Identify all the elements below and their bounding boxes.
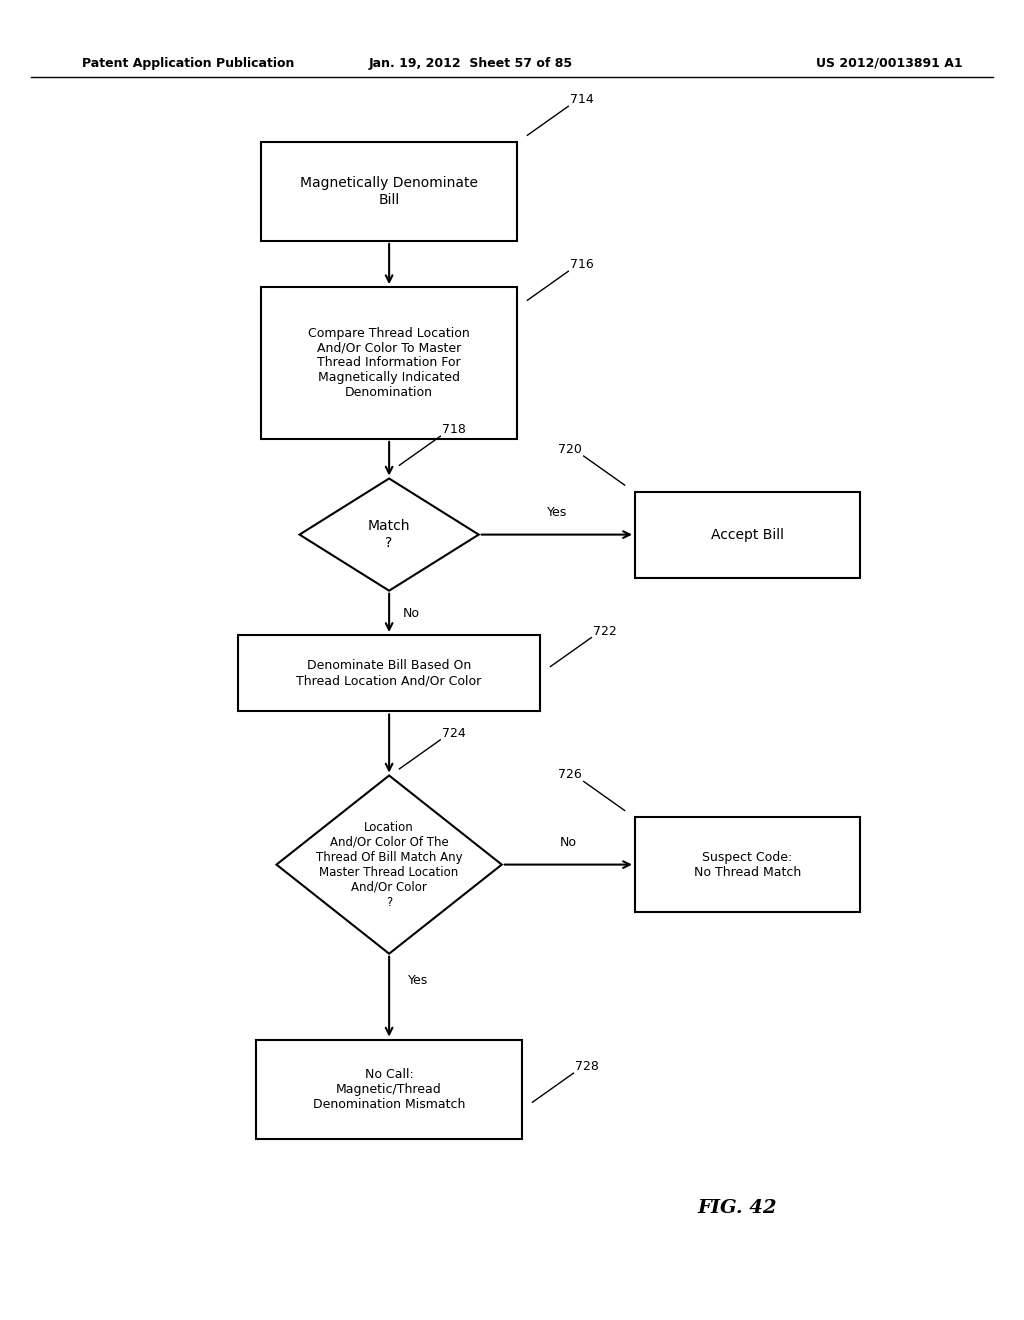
Text: Yes: Yes [547,506,567,519]
Text: 726: 726 [558,768,582,781]
Text: 728: 728 [575,1060,599,1073]
Text: 722: 722 [594,624,617,638]
Text: US 2012/0013891 A1: US 2012/0013891 A1 [816,57,963,70]
Bar [635,492,860,578]
Bar [256,1040,522,1138]
Text: Accept Bill: Accept Bill [711,528,784,541]
Bar [238,635,541,711]
Text: Jan. 19, 2012  Sheet 57 of 85: Jan. 19, 2012 Sheet 57 of 85 [369,57,573,70]
Text: Suspect Code:
No Thread Match: Suspect Code: No Thread Match [694,850,801,879]
Bar [635,817,860,912]
Text: Compare Thread Location
And/Or Color To Master
Thread Information For
Magnetical: Compare Thread Location And/Or Color To … [308,326,470,400]
Text: No: No [560,836,577,849]
Bar [261,143,517,242]
Text: 716: 716 [570,259,594,272]
Polygon shape [276,776,502,953]
Text: 714: 714 [570,94,594,107]
Polygon shape [299,479,479,591]
Text: Match
?: Match ? [368,520,411,549]
Text: 720: 720 [558,444,582,457]
Bar [261,286,517,438]
Text: Location
And/Or Color Of The
Thread Of Bill Match Any
Master Thread Location
And: Location And/Or Color Of The Thread Of B… [315,821,463,908]
Text: 724: 724 [442,727,466,739]
Text: Magnetically Denominate
Bill: Magnetically Denominate Bill [300,177,478,206]
Text: No: No [403,607,420,619]
Text: No Call:
Magnetic/Thread
Denomination Mismatch: No Call: Magnetic/Thread Denomination Mi… [313,1068,465,1110]
Text: Denominate Bill Based On
Thread Location And/Or Color: Denominate Bill Based On Thread Location… [297,659,481,688]
Text: Yes: Yes [408,974,428,986]
Text: Patent Application Publication: Patent Application Publication [82,57,294,70]
Text: 718: 718 [442,424,466,436]
Text: FIG. 42: FIG. 42 [697,1199,777,1217]
